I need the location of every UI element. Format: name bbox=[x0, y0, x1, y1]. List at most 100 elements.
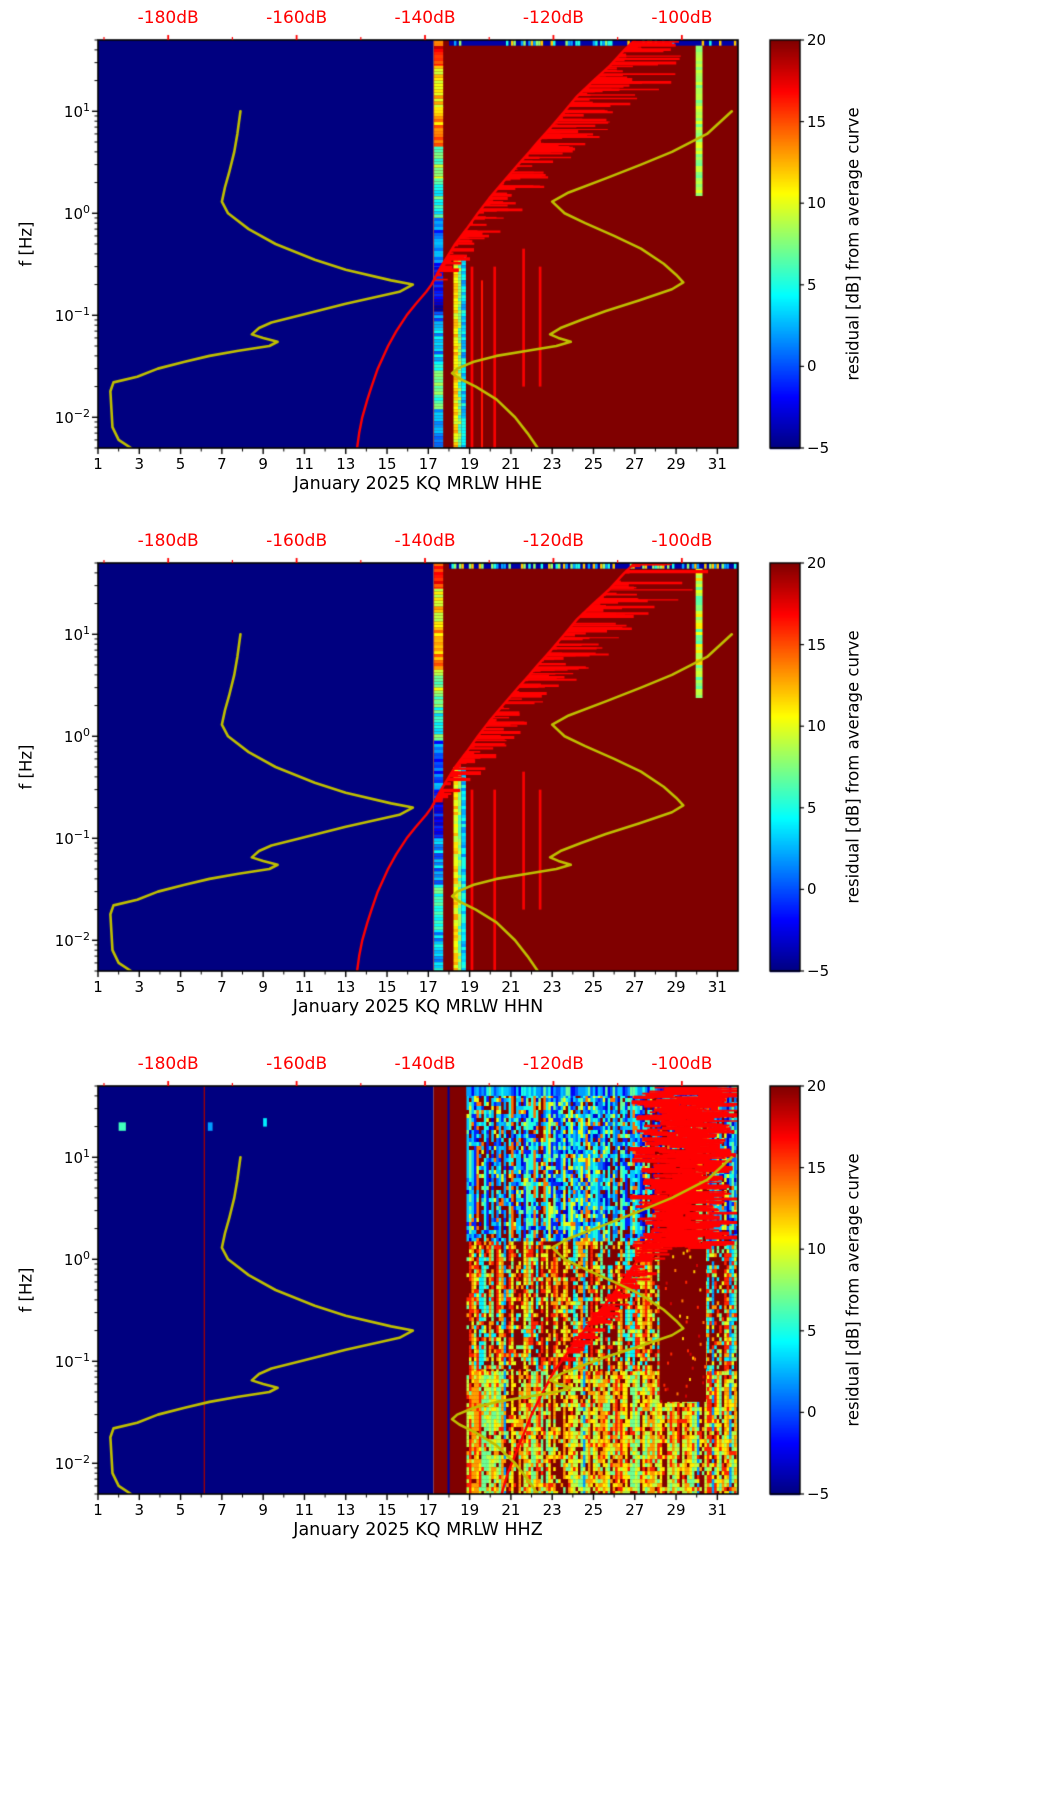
top-axis-label-hhe-3: -120dB bbox=[522, 8, 584, 28]
y-tick-exponent: 1 bbox=[83, 101, 90, 115]
top-axis-label-hhe-2: -140dB bbox=[394, 8, 456, 28]
y-tick-exponent: 1 bbox=[83, 1147, 90, 1161]
y-tick-label-hhz-2: 10−1 bbox=[55, 1351, 90, 1371]
y-tick-label-hhe-3: 10−2 bbox=[55, 407, 90, 427]
x-tick-label-hhe-11: 23 bbox=[542, 455, 562, 473]
colorbar-tick-label-hhz-1: 15 bbox=[807, 1158, 827, 1177]
x-tick-label-hhz-7: 15 bbox=[377, 1501, 397, 1519]
y-tick-label-hhn-3: 10−2 bbox=[55, 930, 90, 950]
y-tick-label-hhe-0: 101 bbox=[64, 101, 90, 121]
y-tick-base: 10 bbox=[54, 932, 74, 951]
x-tick-label-hhz-6: 13 bbox=[336, 1501, 356, 1519]
x-tick-label-hhz-9: 19 bbox=[460, 1501, 480, 1519]
y-tick-exponent: −1 bbox=[73, 828, 90, 842]
y-tick-base: 10 bbox=[54, 830, 74, 849]
colorbar-tick-label-hhn-2: 10 bbox=[807, 717, 827, 736]
top-axis-label-hhe-0: -180dB bbox=[137, 8, 199, 28]
colorbar-tick-label-hhe-1: 15 bbox=[807, 112, 827, 131]
colorbar-tick-label-hhz-5: −5 bbox=[807, 1485, 830, 1503]
y-axis-label-hhz: f [Hz] bbox=[16, 1267, 36, 1313]
x-tick-label-hhn-4: 9 bbox=[258, 978, 268, 996]
colorbar-tick-label-hhz-2: 10 bbox=[807, 1240, 827, 1259]
x-tick-label-hhe-10: 21 bbox=[501, 455, 521, 473]
y-tick-label-hhe-1: 100 bbox=[64, 203, 90, 223]
top-axis-label-hhz-3: -120dB bbox=[522, 1054, 584, 1074]
colorbar-tick-label-hhz-4: 0 bbox=[807, 1403, 817, 1422]
y-tick-exponent: −1 bbox=[73, 305, 90, 319]
x-tick-label-hhe-13: 27 bbox=[625, 455, 645, 473]
y-tick-base: 10 bbox=[63, 626, 83, 645]
plot-title-hhn: January 2025 KQ MRLW HHN bbox=[292, 997, 544, 1017]
x-tick-label-hhz-5: 11 bbox=[294, 1501, 314, 1519]
x-tick-label-hhe-0: 1 bbox=[93, 455, 103, 473]
heatmap-canvas-hhz bbox=[0, 1046, 1052, 1569]
x-tick-label-hhe-7: 15 bbox=[377, 455, 397, 473]
top-axis-label-hhn-3: -120dB bbox=[522, 531, 584, 551]
y-tick-exponent: 0 bbox=[83, 1249, 90, 1263]
colorbar-tick-label-hhn-5: −5 bbox=[807, 962, 830, 980]
colorbar-label-hhz: residual [dB] from average curve bbox=[843, 1153, 863, 1427]
y-tick-exponent: −2 bbox=[73, 407, 90, 421]
panel-hhe: -180dB -160dB -140dB -120dB -100dB 1 3 5 7 9 11 13 1… bbox=[0, 0, 1052, 523]
heatmap-canvas-hhn bbox=[0, 523, 1052, 1046]
x-tick-label-hhn-2: 5 bbox=[175, 978, 186, 996]
x-tick-label-hhz-0: 1 bbox=[93, 1501, 103, 1519]
x-tick-label-hhz-2: 5 bbox=[175, 1501, 186, 1519]
top-axis-label-hhz-2: -140dB bbox=[394, 1054, 456, 1074]
x-tick-label-hhe-1: 3 bbox=[134, 455, 145, 473]
x-tick-label-hhn-0: 1 bbox=[93, 978, 103, 996]
x-tick-label-hhn-5: 11 bbox=[294, 978, 314, 996]
top-axis-label-hhz-0: -180dB bbox=[137, 1054, 199, 1074]
y-tick-base: 10 bbox=[54, 1455, 74, 1474]
y-tick-exponent: 1 bbox=[83, 624, 90, 638]
panel-hhn: -180dB -160dB -140dB -120dB -100dB 1 3 5 7 9 11 13 1… bbox=[0, 523, 1052, 1046]
y-tick-base: 10 bbox=[63, 1149, 83, 1168]
x-tick-label-hhz-13: 27 bbox=[625, 1501, 645, 1519]
colorbar-tick-label-hhn-4: 0 bbox=[807, 880, 817, 899]
top-axis-label-hhn-0: -180dB bbox=[137, 531, 199, 551]
x-tick-label-hhe-8: 17 bbox=[418, 455, 438, 473]
y-tick-base: 10 bbox=[63, 728, 83, 747]
x-tick-label-hhz-10: 21 bbox=[501, 1501, 521, 1519]
x-tick-label-hhe-3: 7 bbox=[217, 455, 227, 473]
y-tick-label-hhn-1: 100 bbox=[64, 726, 90, 746]
y-tick-exponent: −2 bbox=[73, 930, 90, 944]
y-tick-exponent: −2 bbox=[73, 1453, 90, 1467]
top-axis-label-hhn-1: -160dB bbox=[266, 531, 328, 551]
y-tick-exponent: 0 bbox=[83, 726, 90, 740]
x-tick-label-hhn-14: 29 bbox=[666, 978, 686, 996]
y-tick-base: 10 bbox=[54, 409, 74, 428]
x-tick-label-hhz-15: 31 bbox=[707, 1501, 727, 1519]
x-tick-label-hhz-14: 29 bbox=[666, 1501, 686, 1519]
x-tick-label-hhn-11: 23 bbox=[542, 978, 562, 996]
colorbar-tick-label-hhn-3: 5 bbox=[807, 798, 817, 817]
colorbar-tick-label-hhe-0: 20 bbox=[807, 31, 827, 49]
x-tick-label-hhe-9: 19 bbox=[460, 455, 480, 473]
top-axis-label-hhe-1: -160dB bbox=[266, 8, 328, 28]
y-tick-base: 10 bbox=[63, 205, 83, 224]
x-tick-label-hhn-3: 7 bbox=[217, 978, 227, 996]
x-tick-label-hhn-8: 17 bbox=[418, 978, 438, 996]
x-tick-label-hhn-12: 25 bbox=[583, 978, 604, 996]
y-tick-exponent: 0 bbox=[83, 203, 90, 217]
colorbar-tick-label-hhe-3: 5 bbox=[807, 275, 817, 294]
x-tick-label-hhn-9: 19 bbox=[460, 978, 480, 996]
top-axis-label-hhn-4: -100dB bbox=[651, 531, 713, 551]
top-axis-label-hhn-2: -140dB bbox=[394, 531, 456, 551]
x-tick-label-hhe-12: 25 bbox=[583, 455, 604, 473]
y-axis-label-hhn: f [Hz] bbox=[16, 744, 36, 790]
top-axis-label-hhz-4: -100dB bbox=[651, 1054, 713, 1074]
y-axis-label-hhe: f [Hz] bbox=[16, 221, 36, 267]
y-tick-label-hhn-0: 101 bbox=[64, 624, 90, 644]
y-tick-base: 10 bbox=[54, 307, 74, 326]
y-tick-label-hhe-2: 10−1 bbox=[55, 305, 90, 325]
colorbar-tick-label-hhe-4: 0 bbox=[807, 357, 817, 376]
y-tick-base: 10 bbox=[54, 1353, 74, 1372]
plot-title-hhz: January 2025 KQ MRLW HHZ bbox=[293, 1520, 543, 1540]
x-tick-label-hhe-6: 13 bbox=[336, 455, 356, 473]
x-tick-label-hhz-4: 9 bbox=[258, 1501, 268, 1519]
x-tick-label-hhn-15: 31 bbox=[707, 978, 727, 996]
y-tick-base: 10 bbox=[63, 1251, 83, 1270]
x-tick-label-hhe-5: 11 bbox=[294, 455, 314, 473]
